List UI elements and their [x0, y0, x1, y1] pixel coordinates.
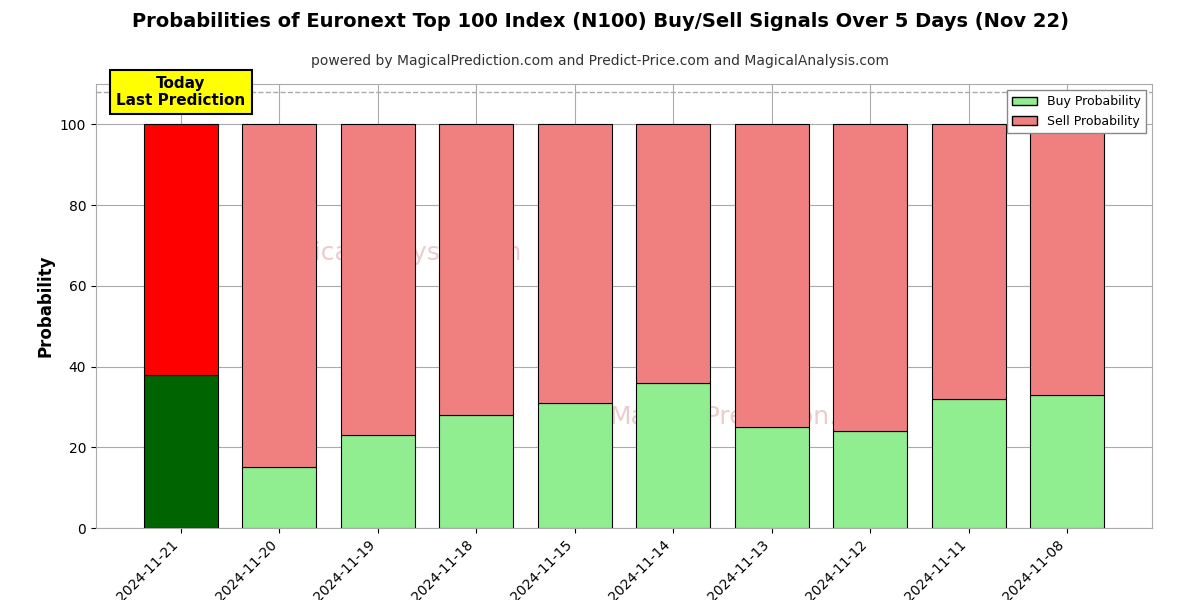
Text: powered by MagicalPrediction.com and Predict-Price.com and MagicalAnalysis.com: powered by MagicalPrediction.com and Pre…	[311, 54, 889, 68]
Bar	[636, 383, 710, 528]
Bar	[833, 431, 907, 528]
Text: MagicalAnalysis.com: MagicalAnalysis.com	[262, 241, 522, 265]
Text: Today
Last Prediction: Today Last Prediction	[116, 76, 246, 108]
Bar	[538, 124, 612, 403]
Y-axis label: Probability: Probability	[36, 255, 54, 357]
Bar	[144, 124, 218, 374]
Bar	[734, 427, 809, 528]
Bar	[144, 374, 218, 528]
Bar	[242, 467, 317, 528]
Bar	[341, 124, 415, 435]
Legend: Buy Probability, Sell Probability: Buy Probability, Sell Probability	[1007, 90, 1146, 133]
Bar	[439, 124, 514, 415]
Bar	[734, 124, 809, 427]
Bar	[636, 124, 710, 383]
Bar	[1030, 124, 1104, 395]
Bar	[242, 124, 317, 467]
Bar	[1030, 395, 1104, 528]
Bar	[931, 399, 1006, 528]
Text: Probabilities of Euronext Top 100 Index (N100) Buy/Sell Signals Over 5 Days (Nov: Probabilities of Euronext Top 100 Index …	[132, 12, 1068, 31]
Bar	[439, 415, 514, 528]
Bar	[833, 124, 907, 431]
Bar	[931, 124, 1006, 399]
Bar	[538, 403, 612, 528]
Bar	[341, 435, 415, 528]
Text: MagicalPrediction.com: MagicalPrediction.com	[610, 405, 892, 429]
